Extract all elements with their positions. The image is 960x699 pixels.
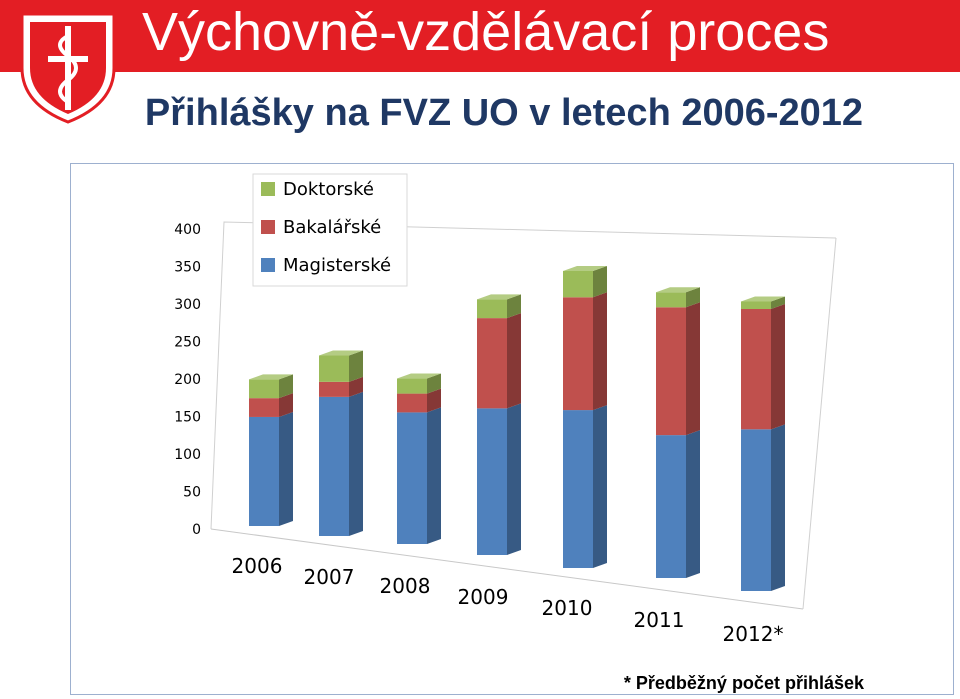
bar-side xyxy=(507,403,521,555)
footnote: * Předběžný počet přihlášek xyxy=(623,673,864,693)
legend-label: Doktorské xyxy=(283,179,374,200)
bar-segment xyxy=(249,416,279,526)
legend-swatch xyxy=(261,258,275,272)
bar-side xyxy=(279,411,293,526)
y-tick-label: 100 xyxy=(174,447,201,463)
y-tick-label: 150 xyxy=(174,410,201,426)
page-title: Výchovně-vzdělávací proces xyxy=(142,2,830,62)
bar-side xyxy=(279,374,293,399)
bar-top xyxy=(563,265,607,271)
y-tick-label: 0 xyxy=(192,522,201,538)
bar-segment xyxy=(477,318,507,409)
bar-side xyxy=(427,388,441,413)
bar-top xyxy=(249,374,293,380)
bar-side xyxy=(349,350,363,382)
x-tick-label: 2010 xyxy=(542,596,593,620)
side-wall-edge xyxy=(802,237,837,610)
legend-label: Bakalářské xyxy=(283,217,381,238)
bar-side xyxy=(279,393,293,417)
x-tick-label: 2007 xyxy=(304,565,355,589)
y-tick-label: 350 xyxy=(174,260,201,276)
bar-segment xyxy=(741,309,771,430)
x-tick-label: 2006 xyxy=(232,554,283,578)
y-tick-label: 250 xyxy=(174,335,201,351)
bar-side xyxy=(593,292,607,411)
bar-segment xyxy=(249,379,279,399)
bar-segment xyxy=(477,299,507,319)
bar-side xyxy=(507,313,521,409)
x-tick-label: 2009 xyxy=(458,585,509,609)
bar-side xyxy=(686,430,700,578)
floor-edge xyxy=(210,528,804,610)
back-wall-edge xyxy=(210,221,837,530)
legend-swatch xyxy=(261,182,275,196)
bar-top xyxy=(397,373,441,379)
bar-top xyxy=(477,294,521,300)
legend-swatch xyxy=(261,220,275,234)
bar-segment xyxy=(319,381,349,397)
bar-segment xyxy=(397,393,427,413)
bar-segment xyxy=(741,429,771,591)
bar-segment xyxy=(319,355,349,382)
bar-segment xyxy=(656,435,686,578)
bar-segment xyxy=(249,398,279,417)
bar-side xyxy=(771,424,785,591)
bar-side xyxy=(427,407,441,544)
bar-side xyxy=(427,373,441,394)
bar-side xyxy=(349,376,363,397)
bar-segment xyxy=(741,301,771,309)
bar-side xyxy=(686,287,700,308)
legend-label: Magisterské xyxy=(283,255,391,276)
bar-segment xyxy=(563,270,593,298)
bar-top xyxy=(741,296,785,302)
legend-box xyxy=(252,173,408,287)
bar-segment xyxy=(319,396,349,536)
bar-side xyxy=(593,265,607,298)
bar-segment xyxy=(656,307,686,436)
stacked-bar-chart: 0 50 100 150 200 250 300 350 400 2006 2007 2008 2009… xyxy=(174,173,837,646)
y-tick-label: 400 xyxy=(174,222,201,238)
bar-segment xyxy=(397,378,427,394)
x-tick-label: 2011 xyxy=(634,608,685,632)
x-tick-label: 2012* xyxy=(723,622,784,646)
bar-side xyxy=(349,391,363,536)
chart-frame: 0 50 100 150 200 250 300 350 400 2006 2007 2008 2009… xyxy=(70,163,954,695)
y-tick-label: 300 xyxy=(174,297,201,313)
bar-segment xyxy=(477,408,507,555)
bar-segment xyxy=(563,410,593,568)
bar-side xyxy=(771,304,785,430)
chart-title: Přihlášky na FVZ UO v letech 2006-2012 xyxy=(144,92,864,134)
y-tick-label: 200 xyxy=(174,372,201,388)
bar-top xyxy=(656,287,700,293)
bar-side xyxy=(507,294,521,319)
y-tick-label: 50 xyxy=(183,485,201,501)
header-band xyxy=(0,0,960,72)
x-tick-label: 2008 xyxy=(380,574,431,598)
bar-segment xyxy=(397,412,427,544)
bar-side xyxy=(686,302,700,436)
bar-side xyxy=(593,405,607,568)
shield-caduceus-logo xyxy=(20,12,116,124)
bar-side xyxy=(771,296,785,309)
bar-top xyxy=(319,350,363,356)
bar-segment xyxy=(563,297,593,411)
bar-segment xyxy=(656,292,686,308)
